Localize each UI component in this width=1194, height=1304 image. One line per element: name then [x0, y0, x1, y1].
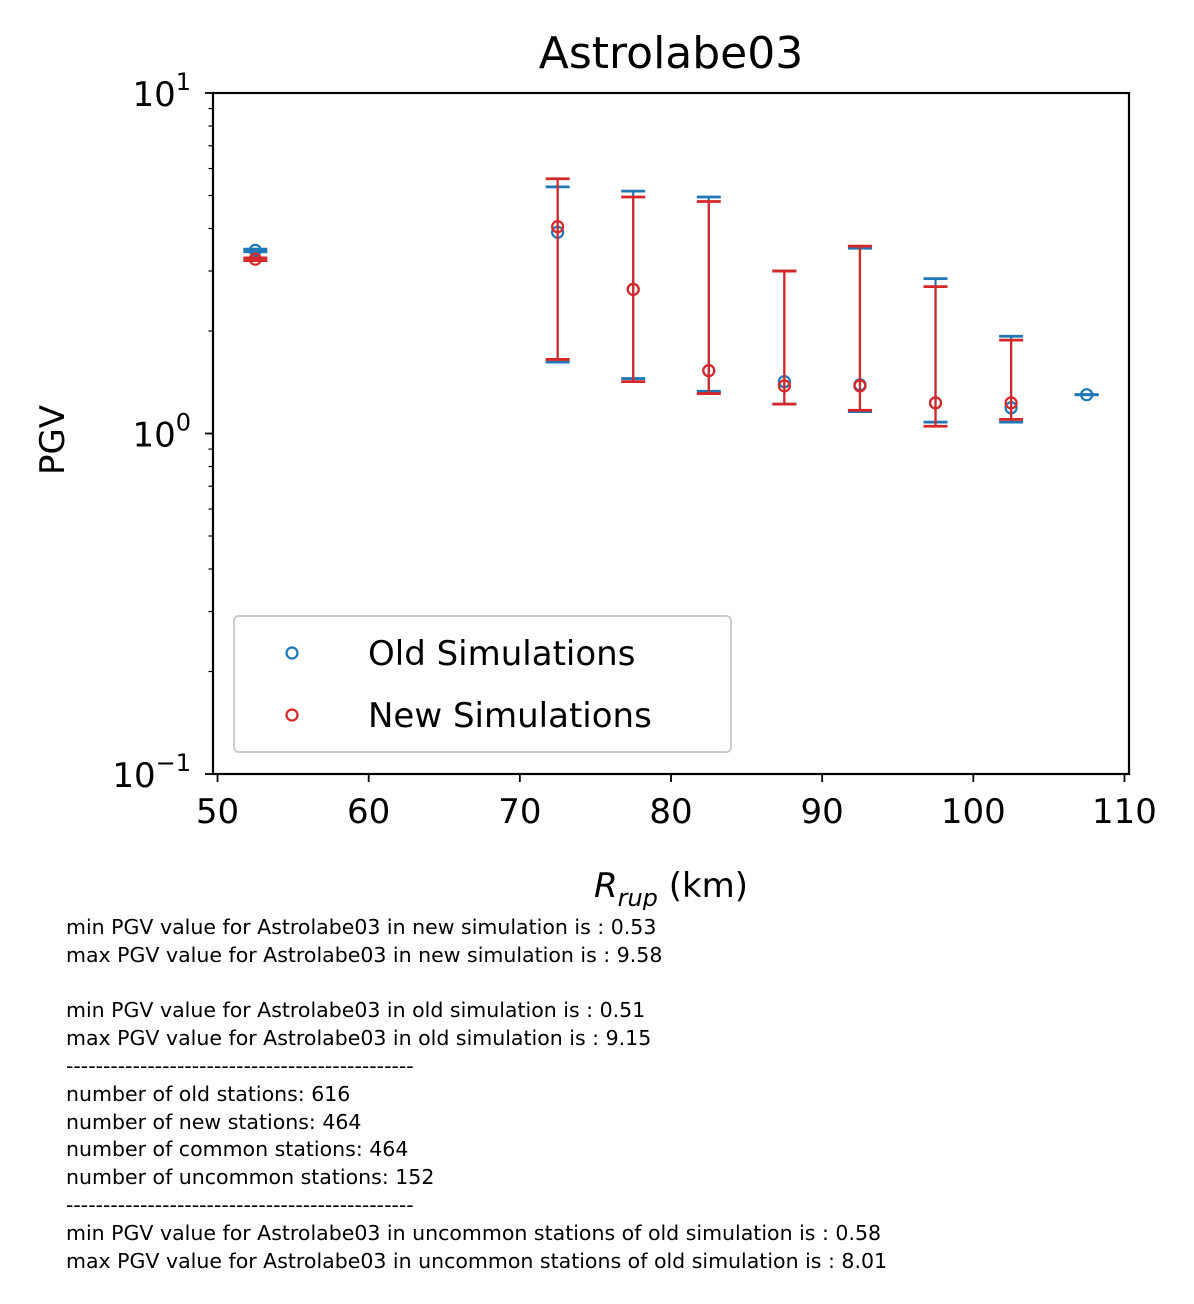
data-point-marker	[626, 282, 640, 296]
y-tick-label: 10−1	[112, 749, 191, 796]
legend-marker	[285, 646, 299, 660]
summary-notes: min PGV value for Astrolabe03 in new sim…	[66, 914, 887, 1275]
data-point-marker	[702, 364, 716, 378]
x-tick-label: 110	[1092, 792, 1157, 832]
x-axis-label-var: R	[594, 866, 618, 906]
chart-title: Astrolabe03	[539, 28, 804, 79]
notes-separator: ----------------------------------------…	[66, 1192, 414, 1217]
data-point-group	[923, 285, 948, 428]
x-axis-label: Rrup (km)	[594, 866, 748, 910]
y-tick-exponent: 0	[176, 409, 191, 437]
notes-line	[66, 970, 887, 998]
series-layer	[243, 177, 1099, 428]
y-tick-label: 101	[132, 68, 191, 115]
data-point-marker	[853, 379, 867, 393]
notes-line: min PGV value for Astrolabe03 in uncommo…	[66, 1220, 882, 1245]
data-point-marker	[1080, 388, 1094, 402]
legend: Old Simulations New Simulations	[233, 615, 732, 753]
notes-separator: ----------------------------------------…	[66, 1053, 414, 1078]
notes-line: max PGV value for Astrolabe03 in uncommo…	[66, 1248, 888, 1273]
y-tick-exponent: −1	[156, 749, 191, 777]
y-tick-base: 10	[132, 75, 175, 115]
data-point-group	[243, 252, 268, 266]
x-axis-ticks: 50 60 70 80 90 100 110	[196, 774, 1157, 832]
x-tick-label: 70	[498, 792, 541, 832]
legend-box	[233, 615, 732, 753]
data-point-marker	[551, 220, 565, 234]
data-point-group	[621, 195, 646, 384]
x-tick-label: 50	[196, 792, 239, 832]
y-tick-exponent: 1	[176, 68, 191, 96]
data-point-group	[243, 243, 268, 257]
x-tick-label: 80	[649, 792, 692, 832]
legend-marker	[285, 708, 299, 722]
legend-label: Old Simulations	[368, 634, 635, 674]
x-tick-label: 100	[941, 792, 1006, 832]
legend-label: New Simulations	[368, 696, 652, 736]
y-tick-label: 100	[132, 409, 191, 456]
notes-line: number of uncommon stations: 152	[66, 1165, 435, 1190]
data-point-group	[847, 244, 872, 412]
x-tick-label: 60	[347, 792, 390, 832]
notes-line: min PGV value for Astrolabe03 in new sim…	[66, 915, 657, 939]
pgv-chart: Astrolabe03 PGV Rrup (km) 50 60 70 80 90 100 1…	[33, 28, 1157, 910]
data-point-group	[999, 338, 1024, 421]
data-point-marker	[1004, 396, 1018, 410]
data-point-marker	[248, 252, 262, 266]
notes-line: max PGV value for Astrolabe03 in new sim…	[66, 942, 663, 967]
data-point-marker	[248, 243, 262, 257]
x-axis-label-unit: (km)	[658, 866, 748, 906]
notes-line: number of new stations: 464	[66, 1109, 362, 1134]
data-point-group	[545, 177, 570, 361]
notes-line: max PGV value for Astrolabe03 in old sim…	[66, 1026, 652, 1051]
data-point-group	[772, 269, 797, 406]
notes-line: number of old stations: 616	[66, 1081, 351, 1106]
data-point-marker	[928, 396, 943, 410]
notes-line: min PGV value for Astrolabe03 in old sim…	[66, 998, 646, 1023]
notes-line: number of common stations: 464	[66, 1137, 409, 1162]
y-tick-base: 10	[132, 416, 175, 456]
x-axis-label-sub: rup	[618, 884, 658, 910]
x-tick-label: 90	[801, 792, 844, 832]
y-tick-base: 10	[112, 756, 155, 796]
data-point-group	[1074, 388, 1099, 402]
data-point-marker	[777, 379, 791, 393]
y-axis-label: PGV	[33, 405, 73, 475]
data-point-group	[696, 200, 721, 395]
